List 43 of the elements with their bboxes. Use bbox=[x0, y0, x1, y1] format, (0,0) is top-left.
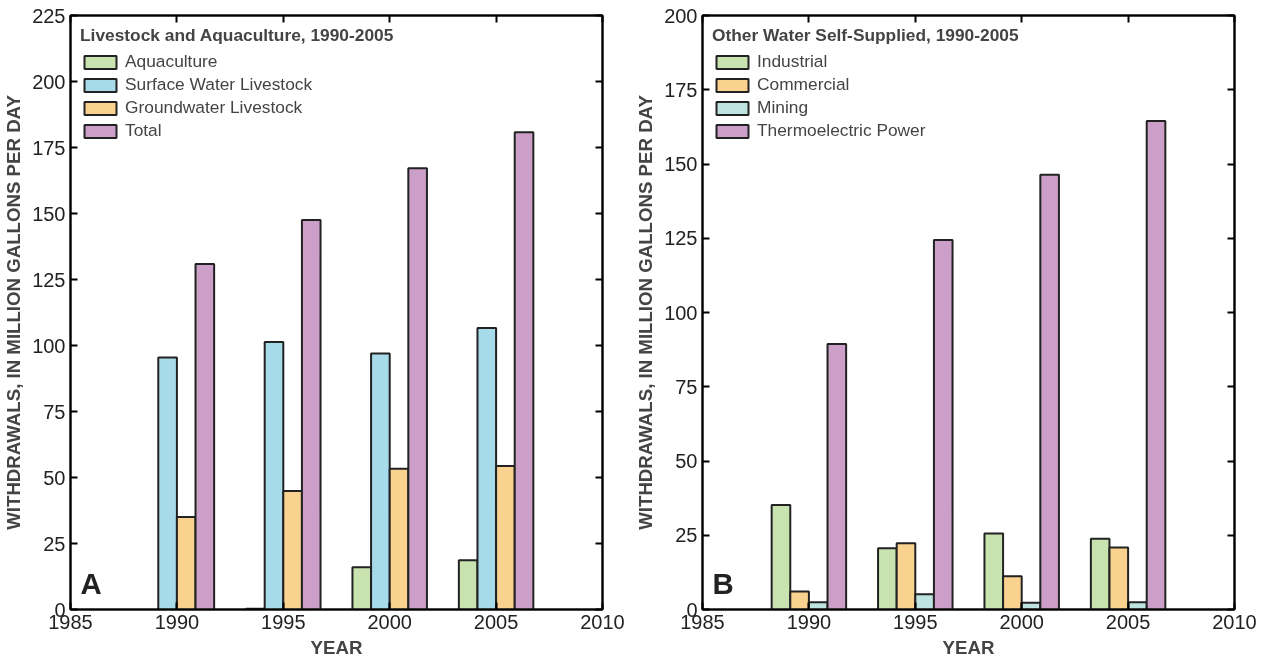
y-tick-label: 100 bbox=[32, 334, 66, 357]
y-tick-label: 150 bbox=[32, 202, 66, 225]
y-tick-label: 50 bbox=[675, 450, 698, 472]
legend-label: Thermoelectric Power bbox=[757, 120, 926, 141]
y-tick-label: 25 bbox=[675, 524, 698, 547]
legend-label: Surface Water Livestock bbox=[125, 74, 313, 95]
y-tick-label: 175 bbox=[32, 136, 66, 159]
x-tick-label: 1995 bbox=[261, 610, 306, 633]
legend-title: Other Water Self-Supplied, 1990-2005 bbox=[712, 25, 1019, 46]
x-axis-title: YEAR bbox=[942, 636, 995, 658]
y-tick-label: 150 bbox=[664, 153, 698, 175]
legend-label: Commercial bbox=[757, 74, 850, 95]
legend-label: Groundwater Livestock bbox=[125, 97, 303, 118]
x-tick-label: 2005 bbox=[1105, 610, 1151, 633]
y-tick-label: 125 bbox=[664, 227, 698, 250]
x-tick-label: 2010 bbox=[580, 610, 625, 633]
x-tick-label: 1990 bbox=[154, 610, 200, 633]
y-axis-title: WITHDRAWALS, IN MILLION GALLONS PER DAY bbox=[635, 94, 657, 530]
annotation: B bbox=[712, 566, 734, 600]
x-tick-label: 1990 bbox=[786, 610, 832, 633]
annotation: A bbox=[80, 566, 102, 600]
legend-title: Livestock and Aquaculture, 1990-2005 bbox=[80, 25, 394, 46]
x-tick-label: 2000 bbox=[367, 610, 412, 633]
y-tick-label: 75 bbox=[43, 400, 66, 423]
y-tick-label: 25 bbox=[43, 532, 66, 555]
x-tick-label: 2010 bbox=[1212, 610, 1257, 633]
legend-label: Aquaculture bbox=[125, 51, 218, 72]
x-tick-label: 2000 bbox=[999, 610, 1044, 633]
y-tick-label: 175 bbox=[664, 78, 698, 101]
y-axis-title: WITHDRAWALS, IN MILLION GALLONS PER DAY bbox=[3, 94, 25, 530]
y-tick-label: 50 bbox=[43, 466, 66, 489]
x-tick-label: 2005 bbox=[473, 610, 519, 633]
y-tick-label: 125 bbox=[32, 268, 66, 291]
y-tick-label: 100 bbox=[664, 301, 698, 324]
y-tick-label: 75 bbox=[675, 375, 698, 398]
y-tick-label: 225 bbox=[32, 4, 66, 27]
legend-label: Total bbox=[125, 120, 162, 141]
y-tick-label: 200 bbox=[32, 70, 66, 93]
x-tick-label: 1995 bbox=[893, 610, 938, 633]
legend-label: Mining bbox=[757, 97, 809, 118]
y-tick-label: 200 bbox=[664, 4, 698, 27]
legend-label: Industrial bbox=[757, 51, 828, 72]
x-axis-title: YEAR bbox=[310, 636, 363, 658]
